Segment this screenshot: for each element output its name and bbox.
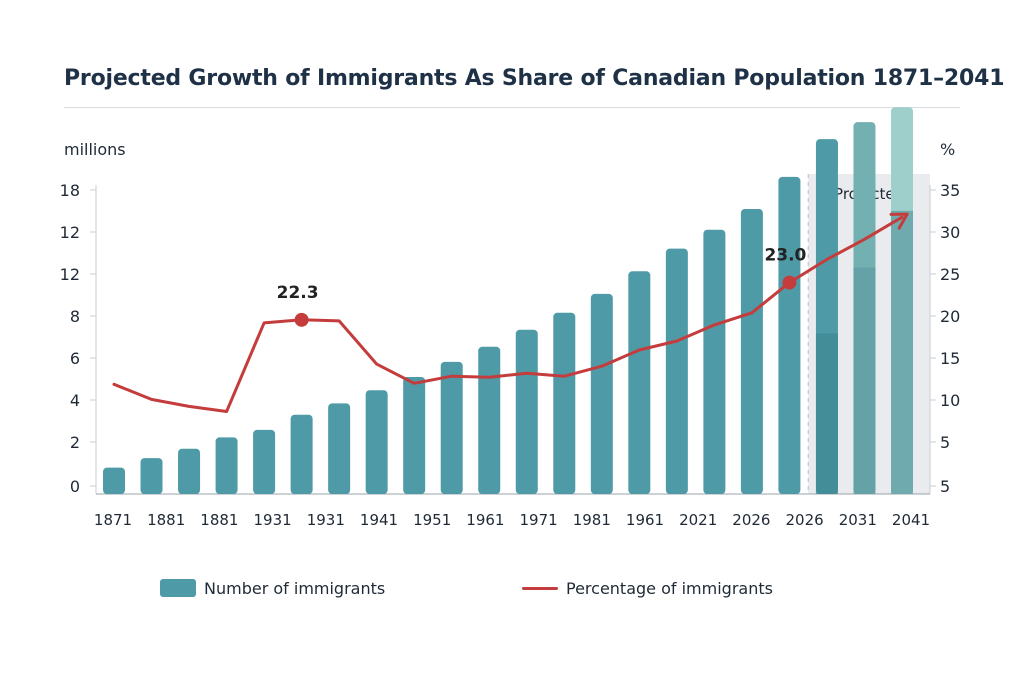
x-tick-label: 2021 (679, 511, 717, 529)
x-tick-label: 1951 (413, 511, 451, 529)
x-tick-label: 1931 (307, 511, 345, 529)
x-tick-label: 1881 (200, 511, 238, 529)
x-tick-label: 1961 (466, 511, 504, 529)
bar (478, 346, 501, 494)
right-axis-unit: % (940, 140, 955, 159)
bar (590, 293, 613, 494)
bar (328, 403, 351, 494)
legend-bars: Number of immigrants (160, 576, 385, 600)
x-tick-label: 2041 (892, 511, 930, 529)
legend-line: Percentage of immigrants (522, 576, 773, 600)
bar (740, 208, 763, 495)
left-axis-unit: millions (64, 140, 126, 159)
bar (703, 229, 726, 494)
right-tick-label: 25 (940, 265, 960, 284)
legend-line-swatch (522, 586, 558, 590)
right-tick-label: 35 (940, 181, 960, 200)
left-tick-label: 2 (70, 433, 80, 452)
left-tick-label: 12 (60, 265, 80, 284)
x-tick-label: 1871 (94, 511, 132, 529)
bar (215, 437, 238, 494)
title-divider (64, 107, 960, 108)
right-tick-labels: 35 30 25 20 15 10 5 5 (930, 181, 960, 496)
chart-title: Projected Growth of Immigrants As Share … (64, 66, 1005, 91)
right-tick-label: 5 (940, 477, 950, 496)
bar-segment (815, 333, 838, 494)
bar-series (103, 107, 913, 495)
bar (290, 414, 313, 494)
x-tick-label: 1941 (360, 511, 398, 529)
right-tick-label: 10 (940, 391, 960, 410)
left-tick-label: 6 (70, 349, 80, 368)
annotation-marker (782, 275, 797, 290)
right-tick-label: 30 (940, 223, 960, 242)
right-tick-label: 5 (940, 433, 950, 452)
x-tick-label: 2031 (839, 511, 877, 529)
bar (103, 467, 125, 494)
bar (778, 176, 801, 494)
bar (365, 390, 388, 494)
x-tick-label: 1981 (573, 511, 611, 529)
left-tick-label: 18 (60, 181, 80, 200)
annotation-label: 22.3 (277, 283, 319, 303)
x-tick-label: 1881 (147, 511, 185, 529)
left-tick-label: 4 (70, 391, 80, 410)
x-tick-label: 1971 (520, 511, 558, 529)
left-tick-label: 8 (70, 307, 80, 326)
x-tick-label: 1961 (626, 511, 664, 529)
line-series (112, 212, 909, 413)
percentage-line (112, 215, 904, 413)
legend-line-label: Percentage of immigrants (566, 578, 773, 598)
bar (403, 376, 426, 494)
bar (440, 361, 463, 494)
legend-bar-swatch (160, 579, 196, 597)
annotation-label: 23.0 (764, 246, 806, 266)
right-tick-label: 15 (940, 349, 960, 368)
bar (515, 329, 538, 494)
bar (140, 458, 163, 494)
bar-segment (891, 210, 913, 494)
x-tick-label: 1931 (254, 511, 292, 529)
right-tick-label: 20 (940, 307, 960, 326)
annotations: 22.3 23.0 (277, 246, 807, 327)
left-tick-label: 0 (70, 477, 80, 496)
bar (553, 312, 576, 494)
legend-bar-label: Number of immigrants (204, 578, 386, 598)
annotation-marker (294, 312, 309, 327)
bar (628, 271, 651, 494)
bar-segment (853, 267, 876, 494)
left-tick-label: 12 (60, 223, 80, 242)
bar (253, 429, 276, 494)
x-tick-labels: 1871 1881 1881 1931 1931 1941 1951 1961 1971 1981… (94, 511, 930, 529)
bar (178, 448, 201, 494)
x-tick-label: 2026 (732, 511, 770, 529)
bar (665, 248, 688, 494)
x-tick-label: 2026 (786, 511, 824, 529)
line-arrow-head (889, 212, 909, 230)
left-tick-labels: 18 12 12 8 6 4 2 0 (60, 181, 96, 496)
